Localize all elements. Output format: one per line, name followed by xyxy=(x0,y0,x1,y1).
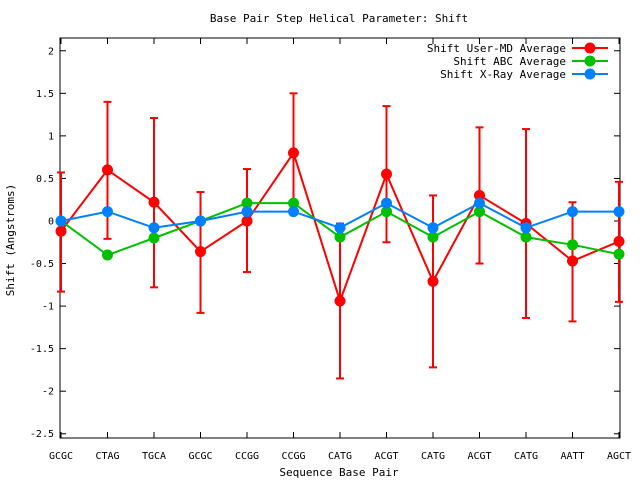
data-point xyxy=(102,164,113,176)
y-axis-label: Shift (Angstroms) xyxy=(4,184,17,297)
data-point xyxy=(334,222,346,234)
y-tick-label: -1.5 xyxy=(30,344,54,355)
x-tick-label: CCGG xyxy=(235,451,259,462)
data-point xyxy=(102,206,113,218)
data-point xyxy=(613,235,625,247)
y-tick-label: 1 xyxy=(48,131,54,142)
x-tick-label: ACGT xyxy=(467,451,491,462)
data-point xyxy=(195,215,206,227)
data-point xyxy=(334,295,346,307)
data-point xyxy=(241,215,253,227)
legend-swatch-marker xyxy=(584,55,596,67)
data-point xyxy=(55,215,67,227)
data-point xyxy=(567,206,578,218)
x-tick-label: CATG xyxy=(328,451,352,462)
y-tick-label: 0 xyxy=(48,216,54,227)
x-tick-label: AGCT xyxy=(607,451,631,462)
data-point xyxy=(195,246,206,258)
data-point xyxy=(288,147,299,159)
legend-label: Shift User-MD Average xyxy=(427,42,566,55)
x-axis-label: Sequence Base Pair xyxy=(279,466,399,479)
series-layer xyxy=(55,92,625,380)
data-point xyxy=(55,225,67,237)
legend-swatch-marker xyxy=(584,68,596,80)
data-point xyxy=(567,255,578,267)
data-point xyxy=(427,222,439,234)
data-point xyxy=(520,222,532,234)
x-tick-label: TGCA xyxy=(142,451,166,462)
data-point xyxy=(102,249,113,261)
legend-label: Shift ABC Average xyxy=(453,55,566,68)
x-tick-label: CATG xyxy=(421,451,445,462)
y-tick-label: -0.5 xyxy=(30,259,54,270)
data-point xyxy=(427,231,439,243)
data-point xyxy=(567,239,578,251)
x-tick-label: CTAG xyxy=(95,451,119,462)
legend-label: Shift X-Ray Average xyxy=(440,68,566,81)
y-tick-label: 1.5 xyxy=(36,89,54,100)
x-tick-label: GCGC xyxy=(188,451,212,462)
series-3 xyxy=(55,197,625,234)
chart-title: Base Pair Step Helical Parameter: Shift xyxy=(210,12,468,25)
data-point xyxy=(148,232,160,244)
data-point xyxy=(288,206,299,218)
x-tick-label: CCGG xyxy=(281,451,305,462)
y-tick-label: 0.5 xyxy=(36,174,54,185)
data-point xyxy=(148,196,160,208)
x-tick-label: CATG xyxy=(514,451,538,462)
data-point xyxy=(427,275,439,287)
x-axis: GCGC CTAG TGCA GCGC CCGG CCGG CATG ACGT CATG ACGT… xyxy=(49,38,631,462)
data-point xyxy=(474,189,485,201)
data-point xyxy=(613,206,625,218)
data-point xyxy=(381,206,392,218)
data-point xyxy=(241,206,253,218)
data-point xyxy=(288,197,299,209)
data-point xyxy=(613,248,625,260)
data-point xyxy=(241,197,253,209)
data-point xyxy=(381,168,392,180)
data-point xyxy=(148,222,160,234)
y-tick-label: 2 xyxy=(48,46,54,57)
data-point xyxy=(334,231,346,243)
data-point xyxy=(520,231,532,243)
x-tick-label: AATT xyxy=(560,451,584,462)
y-tick-label: -2.5 xyxy=(30,429,54,440)
legend-swatch-marker xyxy=(584,42,596,54)
x-tick-label: ACGT xyxy=(374,451,398,462)
data-point xyxy=(381,197,392,209)
y-axis: -2.5 -2 -1.5 -1 -0.5 0 0.5 1 1.5 2 xyxy=(30,46,620,440)
y-tick-label: -1 xyxy=(42,302,54,313)
data-point xyxy=(474,206,485,218)
x-tick-label: GCGC xyxy=(49,451,73,462)
data-point xyxy=(474,197,485,209)
y-tick-label: -2 xyxy=(42,387,54,398)
